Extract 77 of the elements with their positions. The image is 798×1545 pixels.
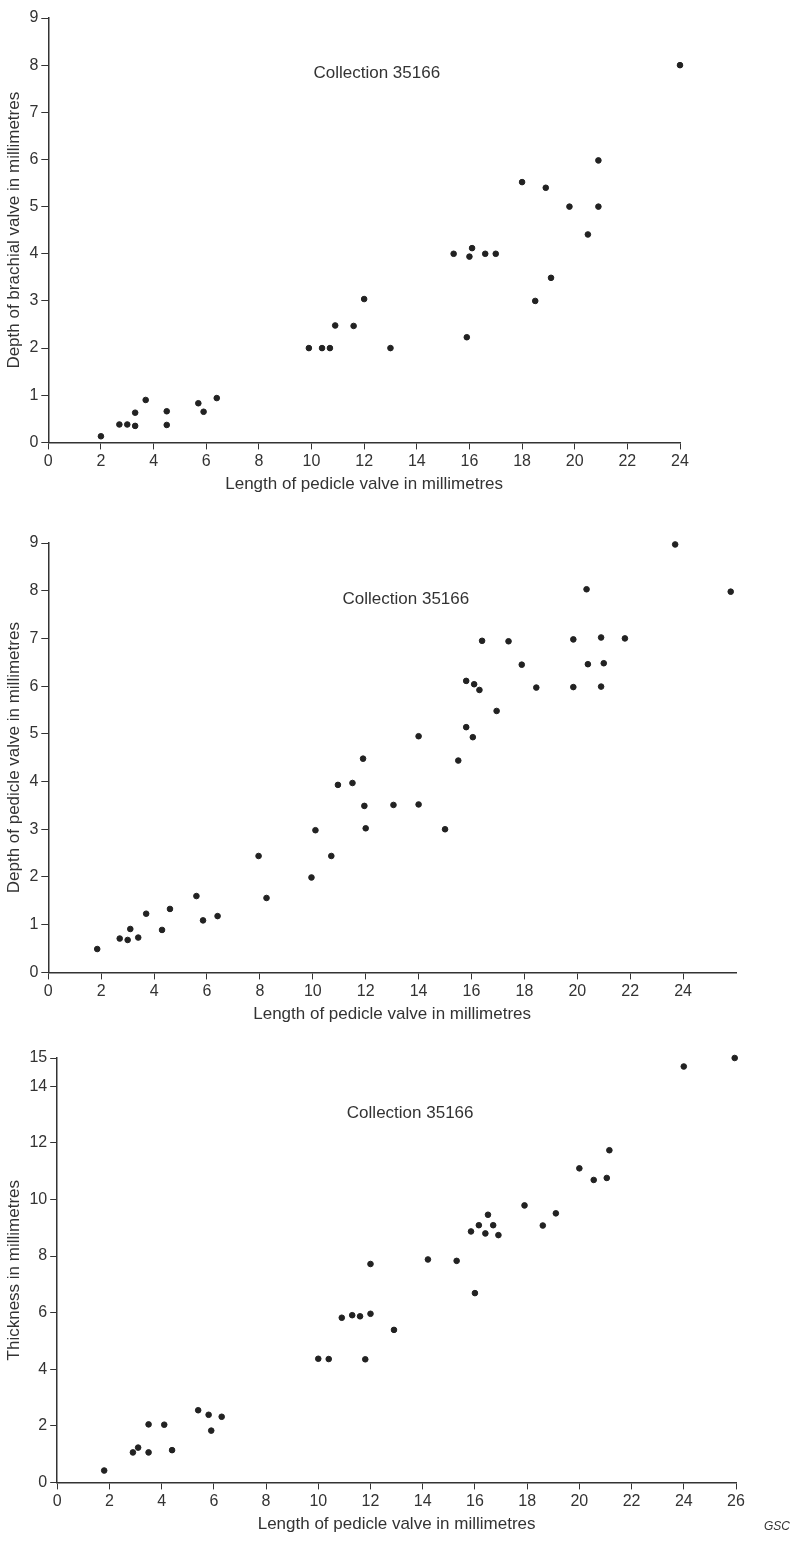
x-axis-title: Length of pedicle valve in millimetres bbox=[225, 474, 504, 494]
x-tick-label: 0 bbox=[52, 1492, 62, 1510]
y-tick-label: 3 bbox=[29, 819, 39, 837]
annotation: Collection 35166 bbox=[342, 588, 470, 608]
x-tick-label: 2 bbox=[96, 452, 106, 470]
y-tick-label: 8 bbox=[29, 581, 39, 599]
y-tick-label: 4 bbox=[38, 1359, 48, 1377]
x-tick-label: 10 bbox=[302, 452, 321, 470]
y-tick-label: 4 bbox=[29, 244, 39, 262]
x-tick-label: 6 bbox=[201, 452, 211, 470]
x-tick-label: 16 bbox=[466, 1492, 484, 1510]
x-axis-title: Length of pedicle valve in millimetres bbox=[253, 1004, 532, 1024]
x-tick-label: 24 bbox=[674, 1492, 693, 1510]
y-axis-title: Thickness in millimetres bbox=[3, 1179, 23, 1361]
x-tick-label: 6 bbox=[202, 982, 212, 1000]
text: GSC bbox=[763, 1519, 791, 1534]
x-tick-label: 22 bbox=[618, 452, 637, 470]
x-tick-label: 12 bbox=[361, 1492, 380, 1510]
y-tick-label: 9 bbox=[29, 533, 39, 551]
x-tick-label: 22 bbox=[622, 1492, 641, 1510]
x-tick-label: 10 bbox=[303, 982, 322, 1000]
x-tick-label: 14 bbox=[407, 452, 426, 470]
y-tick-label: 5 bbox=[29, 724, 39, 742]
y-tick-label: 2 bbox=[38, 1416, 48, 1434]
y-tick-label: 8 bbox=[29, 55, 39, 73]
x-tick-label: 12 bbox=[355, 452, 374, 470]
y-tick-label: 4 bbox=[29, 771, 39, 789]
y-tick-label: 9 bbox=[29, 8, 39, 26]
x-tick-label: 22 bbox=[621, 982, 640, 1000]
x-tick-label: 18 bbox=[518, 1492, 537, 1510]
x-tick-label: 12 bbox=[356, 982, 375, 1000]
x-tick-label: 14 bbox=[413, 1492, 432, 1510]
x-tick-label: 2 bbox=[96, 982, 106, 1000]
x-axis-title: Length of pedicle valve in millimetres bbox=[257, 1514, 536, 1534]
x-tick-label: 4 bbox=[149, 982, 159, 1000]
x-tick-label: 10 bbox=[309, 1492, 328, 1510]
x-tick-label: 16 bbox=[460, 452, 479, 470]
y-tick-label: 7 bbox=[29, 102, 39, 120]
x-tick-label: 16 bbox=[462, 982, 481, 1000]
y-axis-title: Depth of pedicle valve in millimetres bbox=[3, 622, 23, 894]
x-tick-label: 2 bbox=[104, 1492, 114, 1510]
y-axis-title: Depth of brachial valve in millimetres bbox=[3, 91, 23, 369]
x-tick-label: 8 bbox=[255, 982, 265, 1000]
x-tick-label: 20 bbox=[565, 452, 584, 470]
y-tick-label: 6 bbox=[38, 1303, 48, 1321]
x-tick-label: 8 bbox=[261, 1492, 271, 1510]
y-tick-label: 6 bbox=[29, 149, 39, 167]
y-tick-label: 0 bbox=[29, 432, 39, 450]
x-tick-label: 24 bbox=[674, 982, 693, 1000]
y-tick-label: 5 bbox=[29, 197, 39, 215]
y-tick-label: 8 bbox=[38, 1246, 48, 1264]
y-tick-label: 1 bbox=[29, 385, 39, 403]
x-tick-label: 6 bbox=[209, 1492, 219, 1510]
x-tick-label: 24 bbox=[671, 452, 689, 470]
y-tick-label: 2 bbox=[29, 338, 39, 356]
y-tick-label: 1 bbox=[29, 915, 39, 933]
y-tick-label: 2 bbox=[29, 867, 39, 885]
x-tick-label: 4 bbox=[157, 1492, 167, 1510]
x-tick-label: 20 bbox=[568, 982, 587, 1000]
x-tick-label: 4 bbox=[149, 452, 159, 470]
y-tick-label: 0 bbox=[29, 962, 39, 980]
x-tick-label: 14 bbox=[409, 982, 428, 1000]
y-tick-label: 7 bbox=[29, 628, 39, 646]
y-tick-label: 0 bbox=[38, 1472, 48, 1490]
y-tick-label: 12 bbox=[29, 1133, 48, 1151]
x-tick-label: 26 bbox=[727, 1492, 745, 1510]
y-tick-label: 14 bbox=[29, 1076, 48, 1094]
y-tick-label: 15 bbox=[29, 1048, 48, 1066]
y-tick-label: 6 bbox=[29, 676, 39, 694]
x-tick-label: 18 bbox=[515, 982, 534, 1000]
y-tick-label: 3 bbox=[29, 291, 39, 309]
annotation: Collection 35166 bbox=[313, 62, 441, 82]
x-tick-label: 18 bbox=[513, 452, 532, 470]
x-tick-label: 20 bbox=[570, 1492, 589, 1510]
annotation: Collection 35166 bbox=[346, 1102, 474, 1122]
y-tick-label: 10 bbox=[29, 1189, 48, 1207]
x-tick-label: 8 bbox=[254, 452, 264, 470]
